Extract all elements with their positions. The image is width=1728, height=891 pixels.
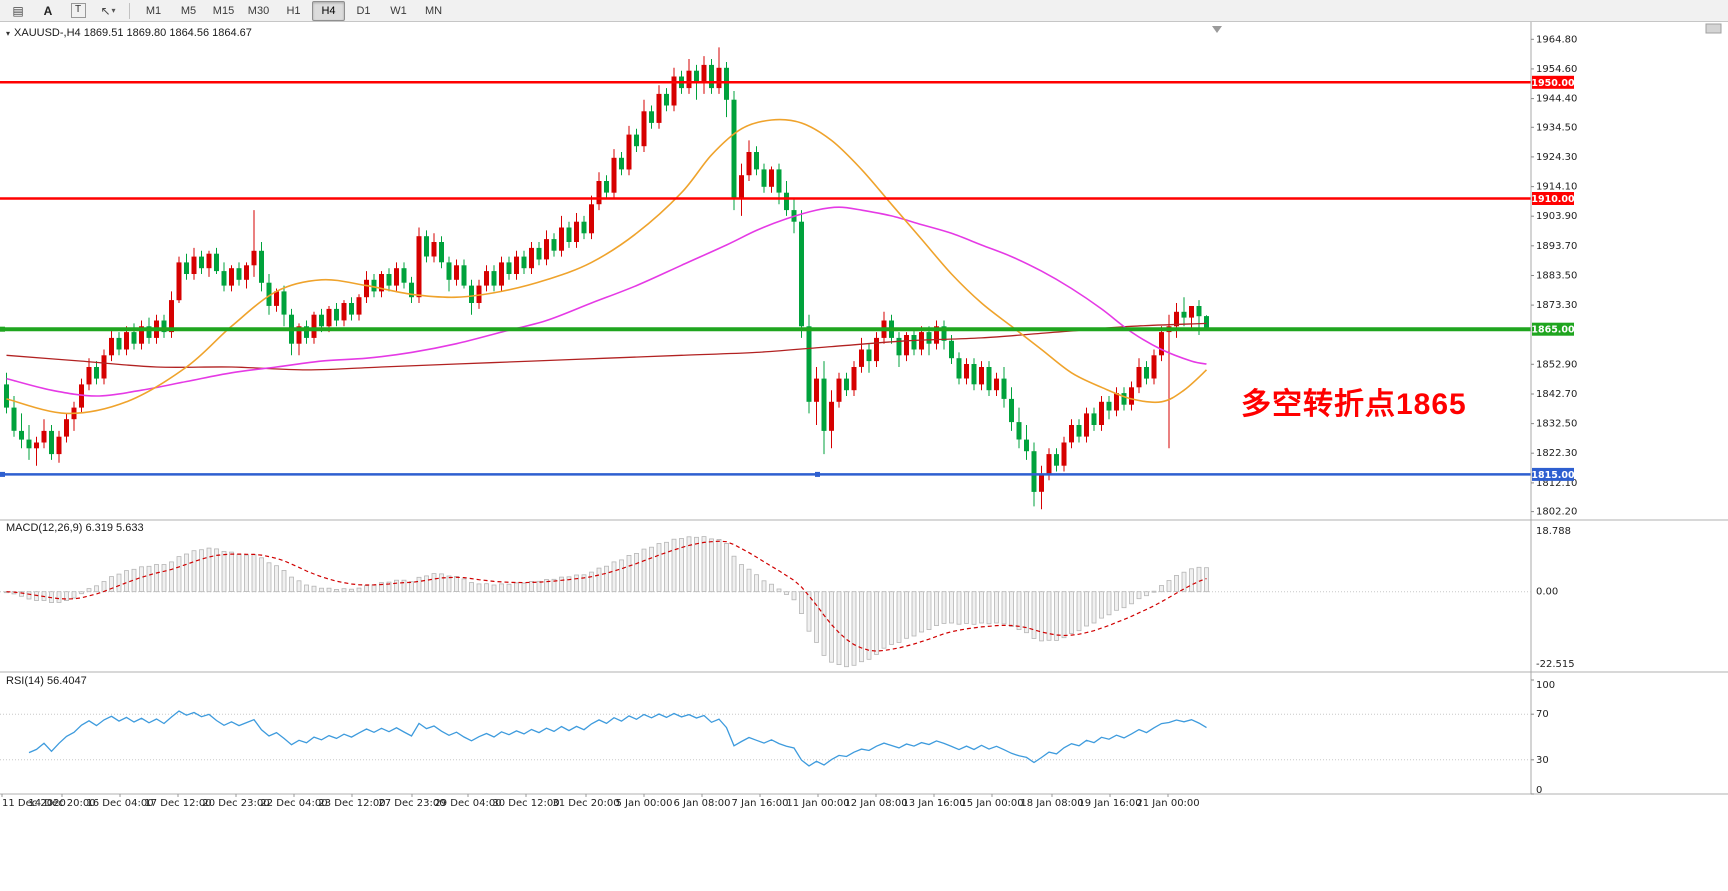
- timeframe-button-m30[interactable]: M30: [247, 4, 270, 17]
- svg-text:1944.40: 1944.40: [1536, 94, 1577, 105]
- svg-text:1812.10: 1812.10: [1536, 478, 1577, 489]
- chart-window-icon[interactable]: ▤: [4, 1, 32, 21]
- svg-text:11 Dec 2020: 11 Dec 2020: [2, 798, 66, 809]
- symbol-dropdown-icon[interactable]: ▾: [6, 28, 11, 38]
- svg-text:1822.30: 1822.30: [1536, 448, 1577, 459]
- dropdown-caret-icon: ▾: [111, 6, 116, 15]
- svg-text:100: 100: [1536, 680, 1555, 691]
- svg-text:31 Dec 20:00: 31 Dec 20:00: [552, 798, 619, 809]
- annotation-a-icon[interactable]: A: [34, 1, 62, 21]
- svg-text:29 Dec 04:00: 29 Dec 04:00: [434, 798, 501, 809]
- svg-text:1950.00: 1950.00: [1531, 78, 1575, 89]
- price-levels-layer[interactable]: [0, 81, 1531, 477]
- svg-text:20 Dec 23:00: 20 Dec 23:00: [202, 798, 269, 809]
- cursor-tool-icon[interactable]: ↖ ▾: [94, 1, 122, 21]
- quote-line: ▾ XAUUSD-,H4 1869.51 1869.80 1864.56 186…: [6, 27, 252, 39]
- toolbar-separator: [129, 2, 130, 19]
- svg-text:30: 30: [1536, 755, 1549, 766]
- svg-text:1802.20: 1802.20: [1536, 507, 1577, 518]
- svg-text:15 Jan 00:00: 15 Jan 00:00: [960, 798, 1023, 809]
- timeframe-button-h4[interactable]: H4: [312, 0, 345, 21]
- svg-text:1873.30: 1873.30: [1536, 300, 1577, 311]
- macd-signal-line: [6, 540, 1207, 652]
- chart-window-glyph: ▤: [12, 3, 24, 18]
- toolbar: ▤ A T ↖ ▾ M1 M5 M15 M30 H1 H4 D1 W1 MN: [0, 0, 1728, 22]
- svg-text:1914.10: 1914.10: [1536, 182, 1577, 193]
- timeframe-button-w1[interactable]: W1: [390, 4, 407, 17]
- timeframe-button-m5[interactable]: M5: [180, 4, 197, 17]
- rsi-layer: [0, 710, 1531, 767]
- svg-text:18.788: 18.788: [1536, 526, 1571, 537]
- timeframe-button-m1[interactable]: M1: [145, 4, 162, 17]
- text-label-glyph: T: [70, 3, 86, 18]
- svg-text:1842.70: 1842.70: [1536, 389, 1577, 400]
- macd-indicator-label: MACD(12,26,9) 6.319 5.633: [6, 522, 144, 534]
- svg-text:1903.90: 1903.90: [1536, 211, 1577, 222]
- svg-text:18 Jan 08:00: 18 Jan 08:00: [1020, 798, 1083, 809]
- svg-text:1934.50: 1934.50: [1536, 122, 1577, 133]
- svg-text:17 Dec 12:00: 17 Dec 12:00: [144, 798, 211, 809]
- svg-text:23 Dec 12:00: 23 Dec 12:00: [318, 798, 385, 809]
- svg-text:1910.00: 1910.00: [1531, 194, 1575, 205]
- svg-text:13 Jan 16:00: 13 Jan 16:00: [902, 798, 965, 809]
- timeframe-button-mn[interactable]: MN: [424, 4, 443, 17]
- text-label-icon[interactable]: T: [64, 1, 92, 21]
- svg-text:6 Jan 08:00: 6 Jan 08:00: [674, 798, 731, 809]
- price-scale[interactable]: 1964.80 1954.60 1944.40 1934.50 1924.30 1914.…: [1531, 34, 1577, 518]
- rsi-indicator-label: RSI(14) 56.4047: [6, 675, 87, 687]
- svg-text:16 Dec 04:00: 16 Dec 04:00: [86, 798, 153, 809]
- svg-text:22 Dec 04:00: 22 Dec 04:00: [260, 798, 327, 809]
- svg-text:12 Jan 08:00: 12 Jan 08:00: [844, 798, 907, 809]
- ma-line-slow-red: [6, 322, 1207, 371]
- moving-averages-layer: [6, 118, 1208, 415]
- svg-text:30 Dec 12:00: 30 Dec 12:00: [492, 798, 559, 809]
- svg-text:70: 70: [1536, 709, 1549, 720]
- chart-annotation-text[interactable]: 多空转折点1865: [1241, 388, 1467, 421]
- svg-text:1865.00: 1865.00: [1531, 325, 1575, 336]
- timeframe-button-h1[interactable]: H1: [286, 4, 301, 17]
- timeframe-button-d1[interactable]: D1: [356, 4, 371, 17]
- svg-text:1815.00: 1815.00: [1531, 470, 1575, 481]
- rsi-line: [28, 710, 1207, 767]
- annotation-a-glyph: A: [43, 3, 53, 18]
- svg-text:5 Jan 00:00: 5 Jan 00:00: [616, 798, 673, 809]
- cursor-glyph: ↖: [100, 3, 111, 18]
- macd-scale: 18.788 0.00 -22.515: [1536, 526, 1575, 670]
- svg-text:1832.50: 1832.50: [1536, 419, 1577, 430]
- svg-text:-22.515: -22.515: [1536, 659, 1575, 670]
- candles-layer: [4, 47, 1209, 510]
- ma-line-mid-magenta: [6, 206, 1207, 397]
- svg-text:1954.60: 1954.60: [1536, 64, 1577, 75]
- quote-text: XAUUSD-,H4 1869.51 1869.80 1864.56 1864.…: [14, 27, 252, 39]
- timeframe-button-m15[interactable]: M15: [212, 4, 235, 17]
- ma-line-fast-orange: [6, 118, 1208, 415]
- svg-text:0.00: 0.00: [1536, 587, 1558, 598]
- rsi-scale: 100 70 30 0: [1531, 679, 1555, 796]
- svg-text:19 Jan 16:00: 19 Jan 16:00: [1078, 798, 1141, 809]
- svg-text:1883.50: 1883.50: [1536, 271, 1577, 282]
- svg-text:1852.90: 1852.90: [1536, 359, 1577, 370]
- svg-text:27 Dec 23:00: 27 Dec 23:00: [378, 798, 445, 809]
- scrollbar-thumb[interactable]: [1705, 23, 1722, 34]
- svg-text:14 Dec 20:00: 14 Dec 20:00: [28, 798, 95, 809]
- svg-text:21 Jan 00:00: 21 Jan 00:00: [1136, 798, 1199, 809]
- chart-shift-marker-icon[interactable]: [1212, 26, 1222, 33]
- macd-histogram-layer: [4, 536, 1209, 668]
- svg-text:1893.70: 1893.70: [1536, 241, 1577, 252]
- chart-canvas[interactable]: 1964.80 1954.60 1944.40 1934.50 1924.30 1914.…: [0, 22, 1728, 891]
- svg-text:1924.30: 1924.30: [1536, 152, 1577, 163]
- svg-text:0: 0: [1536, 785, 1542, 796]
- svg-text:1964.80: 1964.80: [1536, 34, 1577, 45]
- svg-text:11 Jan 00:00: 11 Jan 00:00: [786, 798, 849, 809]
- svg-text:7 Jan 16:00: 7 Jan 16:00: [732, 798, 789, 809]
